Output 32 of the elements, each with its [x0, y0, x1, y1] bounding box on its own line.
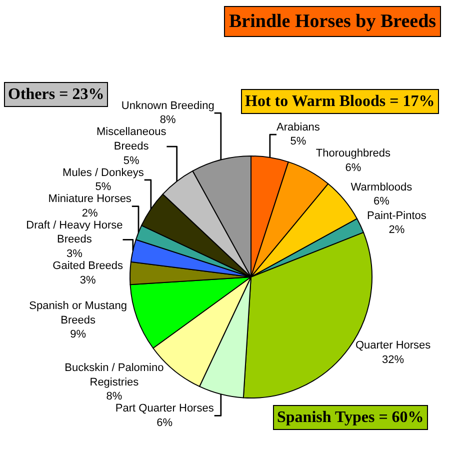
- slice-label: Paint-Pintos: [367, 210, 427, 222]
- data-label: 6%: [156, 416, 173, 429]
- slice-label: Warmbloods: [350, 181, 413, 194]
- text: Hot to Warm Bloods = 17%: [245, 93, 435, 110]
- slice-label: Spanish or Mustang Breeds: [29, 300, 128, 326]
- data-label: 6%: [374, 196, 390, 208]
- slice-label: Miniature Horses: [48, 193, 132, 206]
- slice-label: Gaited Breeds: [52, 260, 124, 272]
- text: Spanish Types = 60%: [277, 409, 424, 426]
- data-label: 2%: [82, 207, 98, 220]
- data-label: 2%: [388, 224, 405, 236]
- data-label: 32%: [382, 354, 404, 366]
- text: Others = 23%: [8, 86, 104, 103]
- data-label: 3%: [66, 248, 83, 260]
- slice-label: Miscellaneous Breeds: [96, 126, 167, 153]
- data-label: 9%: [70, 328, 86, 341]
- data-label: 3%: [80, 274, 96, 286]
- slice-label: Draft / Heavy Horse Breeds: [26, 219, 123, 246]
- data-label: 5%: [290, 136, 306, 148]
- data-label: 5%: [95, 181, 112, 194]
- slice-label: Arabians: [276, 121, 320, 134]
- slice-label: Mules / Donkeys: [62, 166, 144, 179]
- data-label: 8%: [106, 390, 122, 403]
- slice-label: Buckskin / Palomino Registries: [64, 362, 164, 388]
- slice-label: Quarter Horses: [355, 340, 432, 352]
- data-label: 6%: [345, 162, 362, 174]
- data-label: 5%: [123, 154, 140, 167]
- slice-label: Thoroughbreds: [316, 148, 391, 160]
- slice-label: Unknown Breeding: [121, 100, 214, 112]
- chart-title: Brindle Horses by Breeds: [229, 11, 436, 32]
- data-label: 8%: [160, 114, 176, 126]
- slice-label: Part Quarter Horses: [115, 402, 214, 415]
